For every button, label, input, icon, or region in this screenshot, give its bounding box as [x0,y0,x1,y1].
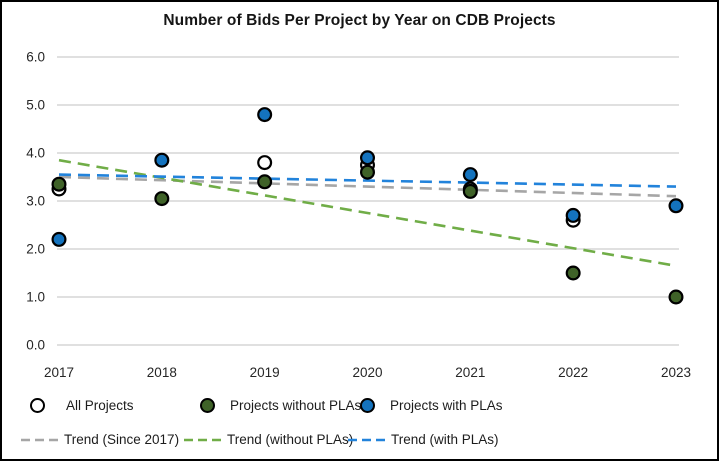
x-tick-label-2018: 2018 [147,365,177,380]
data-point-projects-with-plas-2021 [462,167,478,183]
y-tick-label-5.0: 5.0 [26,98,45,113]
x-tick-label-2021: 2021 [455,365,485,380]
data-point-all-projects-2019 [257,155,273,171]
y-tick-label-2.0: 2.0 [26,242,45,257]
data-point-projects-with-plas-2020 [360,150,376,166]
data-point-projects-with-plas-2018 [154,152,170,168]
data-point-projects-without-plas-2018 [154,191,170,207]
y-tick-label-6.0: 6.0 [26,50,45,65]
x-tick-label-2020: 2020 [352,365,382,380]
y-tick-label-4.0: 4.0 [26,146,45,161]
trend-line-trend-since-2017- [58,175,677,198]
data-point-projects-with-plas-2017 [51,231,67,247]
data-point-projects-with-plas-2022 [565,207,581,223]
data-point-projects-with-plas-2023 [668,198,684,214]
x-tick-label-2023: 2023 [661,365,691,380]
data-point-projects-without-plas-2017 [51,176,67,192]
x-tick-label-2017: 2017 [44,365,74,380]
data-point-projects-without-plas-2021 [462,183,478,199]
data-point-projects-without-plas-2023 [668,289,684,305]
data-point-projects-without-plas-2020 [360,164,376,180]
y-tick-label-1.0: 1.0 [26,290,45,305]
chart-title: Number of Bids Per Project by Year on CD… [163,12,556,29]
x-tick-label-2022: 2022 [558,365,588,380]
trend-line-trend-with-plas- [58,173,677,188]
y-tick-label-0.0: 0.0 [26,338,45,353]
x-tick-label-2019: 2019 [250,365,280,380]
y-tick-label-3.0: 3.0 [26,194,45,209]
data-point-projects-without-plas-2019 [257,174,273,190]
data-point-projects-without-plas-2022 [565,265,581,281]
data-point-projects-with-plas-2019 [257,107,273,123]
